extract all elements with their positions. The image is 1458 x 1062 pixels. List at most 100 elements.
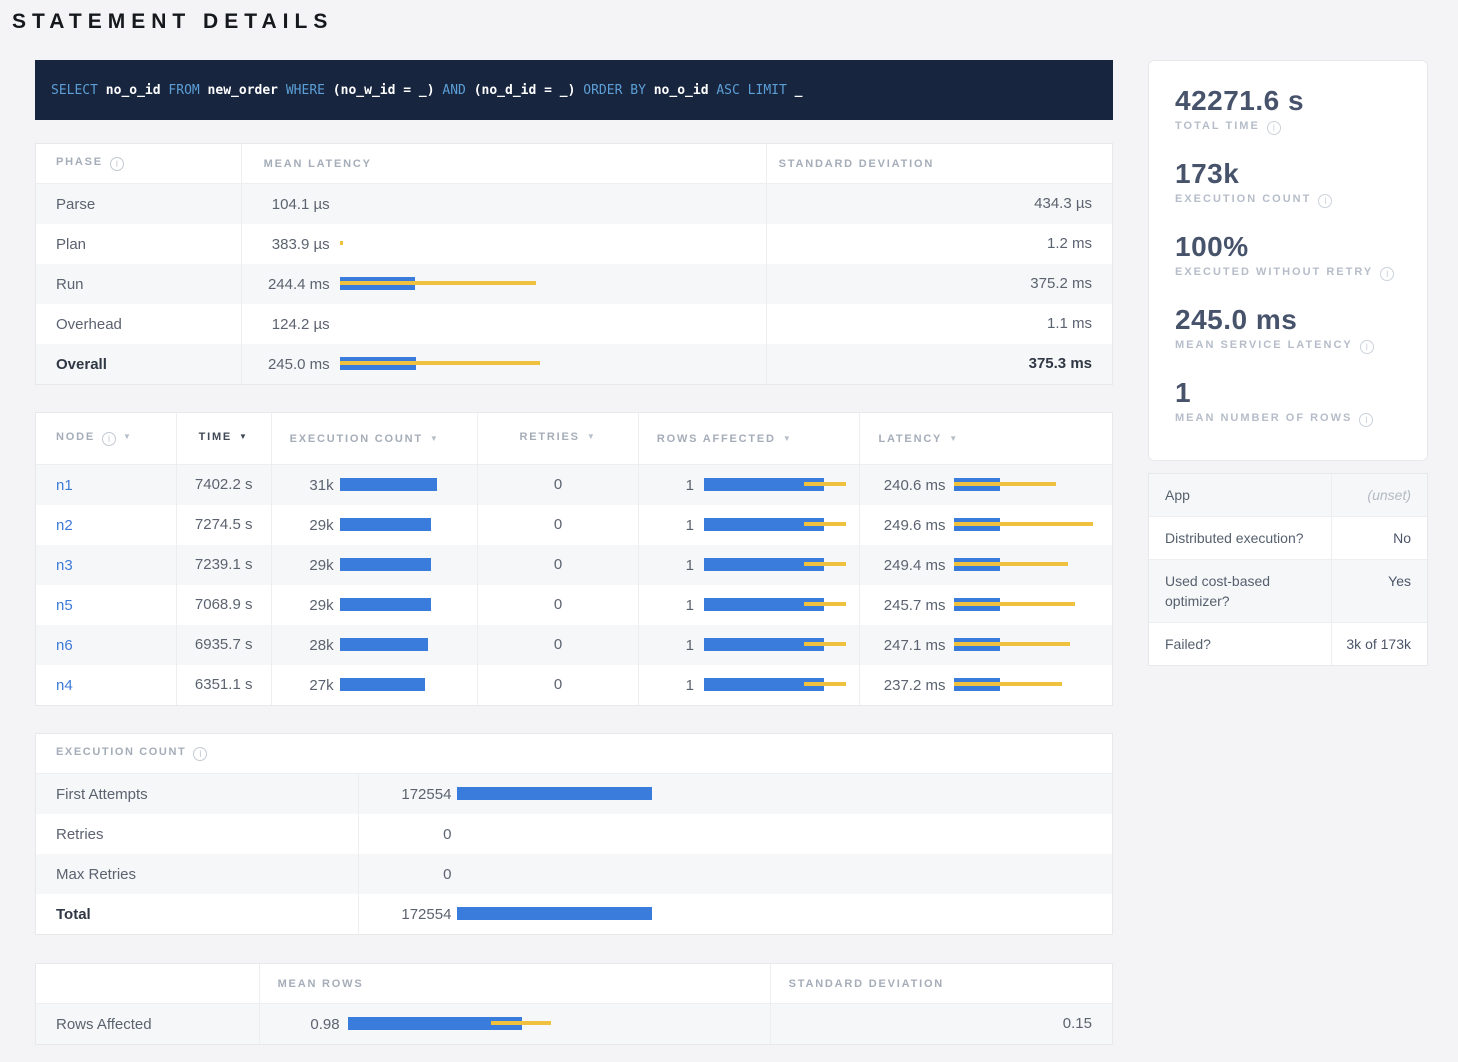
bar-blue-segment — [340, 598, 431, 611]
node-link[interactable]: n3 — [56, 557, 73, 574]
phase-table-row: Plan383.9 µs1.2 ms — [36, 224, 1112, 264]
node-link[interactable]: n4 — [56, 677, 73, 694]
column-header-label: Retries — [520, 431, 580, 443]
bar-stddev-line — [954, 682, 1062, 686]
info-icon[interactable]: i — [1380, 267, 1394, 281]
sort-arrow-icon[interactable]: ▼ — [587, 432, 597, 441]
bar-stddev-line — [804, 562, 846, 566]
bar-stddev-line — [804, 682, 846, 686]
app-detail-row: Failed?3k of 173k — [1149, 623, 1427, 665]
execution-count-label-cell: Max Retries — [36, 866, 358, 883]
node-link[interactable]: n5 — [56, 597, 73, 614]
phase-table-row: Parse104.1 µs434.3 µs — [36, 184, 1112, 224]
mean-latency-header-label: Mean Latency — [264, 158, 372, 170]
stat-label: Executed Without Retryi — [1175, 266, 1401, 281]
sort-arrow-icon[interactable]: ▼ — [430, 434, 440, 443]
rows-affected-bar — [704, 558, 846, 572]
latency-bar — [954, 678, 1062, 692]
sql-identifier: no_o_id — [98, 83, 161, 98]
bar-stddev-line — [954, 642, 1070, 646]
sort-arrow-icon[interactable]: ▼ — [949, 434, 959, 443]
stat-value: 245.0 ms — [1175, 304, 1401, 336]
standard-deviation-cell: 375.3 ms — [766, 344, 1112, 384]
sort-arrow-icon[interactable]: ▼ — [783, 434, 793, 443]
info-icon[interactable]: i — [1267, 121, 1281, 135]
stat-value: 42271.6 s — [1175, 85, 1401, 117]
info-icon[interactable]: i — [1360, 340, 1374, 354]
latency-value: 240.6 ms — [860, 477, 945, 494]
stat-label-text: Total Time — [1175, 120, 1260, 132]
stat-value: 1 — [1175, 377, 1401, 409]
app-detail-value: No — [1331, 517, 1427, 559]
summary-stat: 100%Executed Without Retryi — [1175, 231, 1401, 281]
standard-deviation-column-header: Standard Deviation — [766, 144, 1112, 183]
column-header-rows-affected[interactable]: Rows Affected▼ — [638, 413, 860, 464]
rows-affected-table-header: Mean Rows Standard Deviation — [36, 964, 1112, 1004]
bar-stddev-line — [340, 281, 536, 285]
execution-count-bar — [457, 907, 652, 921]
column-header-label: Time — [199, 431, 232, 443]
standard-deviation-cell: 375.2 ms — [766, 264, 1112, 304]
phase-column-header: Phasei — [36, 156, 241, 171]
stat-label: Mean Service Latencyi — [1175, 339, 1401, 354]
phase-table-row: Run244.4 ms375.2 ms — [36, 264, 1112, 304]
phase-name-cell: Plan — [36, 236, 241, 253]
execution-count-value: 172554 — [359, 906, 451, 923]
mean-latency-value: 245.0 ms — [242, 356, 330, 373]
info-icon[interactable]: i — [102, 432, 116, 446]
sql-identifier: (no_d_id = _) — [466, 83, 576, 98]
mean-latency-value: 104.1 µs — [242, 196, 330, 213]
sql-keyword: FROM — [161, 83, 200, 98]
rows-affected-value: 1 — [639, 477, 694, 494]
column-header-execution-count[interactable]: Execution Count▼ — [271, 413, 478, 464]
rows-affected-bar — [704, 678, 846, 692]
node-link[interactable]: n1 — [56, 477, 73, 494]
info-icon[interactable]: i — [193, 747, 207, 761]
bar-stddev-line — [954, 562, 1068, 566]
latency-cell: 249.6 ms — [859, 505, 1112, 545]
info-icon[interactable]: i — [110, 157, 124, 171]
retries-cell: 0 — [477, 465, 638, 505]
execution-count-bar — [340, 598, 431, 612]
execution-count-table: Execution Counti First Attempts172554Ret… — [35, 733, 1113, 935]
rows-affected-cell: 1 — [638, 505, 860, 545]
column-header-latency[interactable]: Latency▼ — [859, 413, 1112, 464]
app-details-table: App(unset)Distributed execution?NoUsed c… — [1148, 473, 1428, 666]
node-table-row: n27274.5 s29k01249.6 ms — [36, 505, 1112, 545]
execution-count-bar — [340, 558, 431, 572]
latency-bar — [954, 518, 1093, 532]
column-header-retries[interactable]: Retries ▼ — [477, 413, 638, 464]
rows-affected-bar — [704, 598, 846, 612]
execution-count-bar — [340, 638, 428, 652]
latency-bar — [954, 558, 1068, 572]
app-detail-label: Failed? — [1149, 623, 1331, 665]
node-table-row: n37239.1 s29k01249.4 ms — [36, 545, 1112, 585]
sort-arrow-icon[interactable]: ▼ — [123, 432, 133, 441]
sql-keyword: ASC LIMIT — [709, 83, 787, 98]
info-icon[interactable]: i — [1318, 194, 1332, 208]
time-cell: 7239.1 s — [176, 545, 271, 585]
app-detail-label: Distributed execution? — [1149, 517, 1331, 559]
mean-rows-cell: 0.98 — [259, 1004, 770, 1044]
node-table-row: n46351.1 s27k01237.2 ms — [36, 665, 1112, 705]
bar-blue-segment — [340, 638, 428, 651]
sort-arrow-icon[interactable]: ▼ — [239, 432, 249, 441]
rows-affected-value: 1 — [639, 597, 694, 614]
column-header-node[interactable]: Nodei▼ — [36, 431, 176, 446]
latency-bar — [954, 638, 1070, 652]
phase-name-cell: Parse — [36, 196, 241, 213]
phase-name-cell: Overhead — [36, 316, 241, 333]
retries-cell: 0 — [477, 505, 638, 545]
app-detail-label: Used cost-based optimizer? — [1149, 560, 1331, 622]
execution-count-cell: 31k — [271, 465, 478, 505]
node-table-row: n66935.7 s28k01247.1 ms — [36, 625, 1112, 665]
info-icon[interactable]: i — [1359, 413, 1373, 427]
statement-details-page: STATEMENT DETAILS SELECT no_o_id FROM ne… — [0, 0, 1458, 1045]
rows-affected-value: 1 — [639, 637, 694, 654]
node-link[interactable]: n6 — [56, 637, 73, 654]
column-header-time[interactable]: Time ▼ — [176, 413, 271, 464]
rows-affected-label-cell: Rows Affected — [36, 1016, 259, 1033]
rows-affected-cell: 1 — [638, 665, 860, 705]
app-detail-label: App — [1149, 474, 1331, 516]
node-link[interactable]: n2 — [56, 517, 73, 534]
